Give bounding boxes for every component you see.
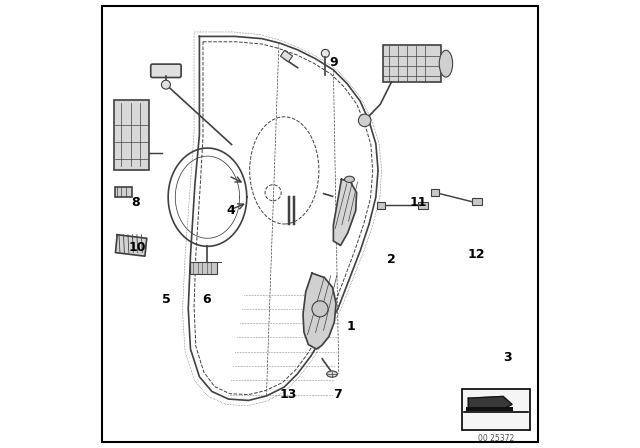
Bar: [462, 389, 530, 431]
Text: 11: 11: [410, 196, 427, 209]
Text: 00 25372: 00 25372: [478, 434, 514, 443]
Bar: [383, 45, 440, 82]
Text: 10: 10: [129, 241, 147, 254]
Bar: [114, 100, 148, 170]
Circle shape: [321, 49, 330, 57]
Ellipse shape: [344, 176, 355, 182]
Text: 6: 6: [202, 293, 211, 306]
Text: 2: 2: [387, 253, 396, 266]
Circle shape: [161, 80, 170, 89]
Circle shape: [358, 114, 371, 127]
Bar: [280, 50, 292, 62]
Text: 12: 12: [468, 248, 485, 261]
Text: 5: 5: [161, 293, 170, 306]
Text: 1: 1: [347, 320, 356, 333]
Bar: [191, 263, 217, 274]
Bar: [472, 198, 482, 205]
Bar: [419, 202, 428, 209]
Polygon shape: [468, 396, 512, 409]
Polygon shape: [303, 273, 336, 349]
Bar: [115, 187, 132, 197]
Text: 7: 7: [333, 388, 342, 401]
Ellipse shape: [326, 371, 337, 377]
Text: 8: 8: [132, 196, 140, 209]
Polygon shape: [115, 235, 147, 256]
Text: 13: 13: [280, 388, 298, 401]
Text: 4: 4: [227, 204, 235, 217]
Text: 9: 9: [329, 56, 338, 69]
Text: 3: 3: [503, 352, 512, 365]
Bar: [467, 407, 513, 411]
Circle shape: [312, 301, 328, 317]
Bar: [377, 202, 385, 209]
Bar: [431, 189, 439, 196]
FancyBboxPatch shape: [151, 64, 181, 78]
Ellipse shape: [439, 50, 452, 77]
Polygon shape: [333, 179, 356, 246]
